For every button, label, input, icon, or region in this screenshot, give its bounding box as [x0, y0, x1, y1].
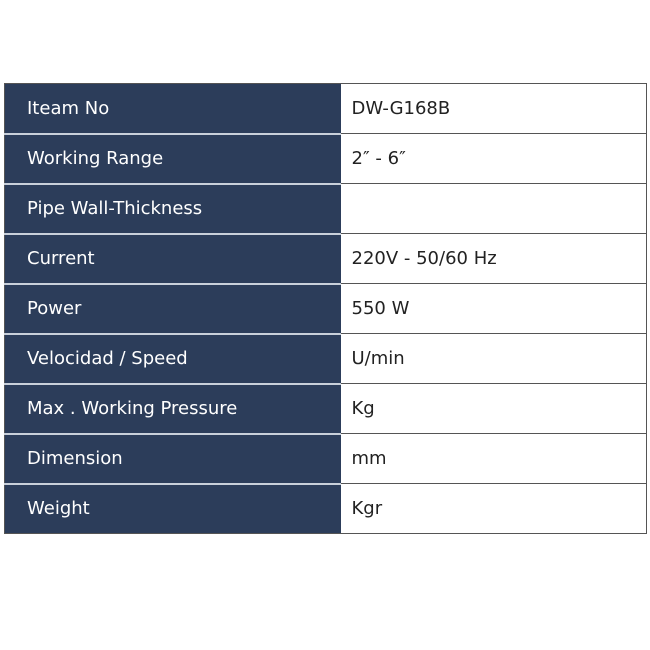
- spec-label: Max . Working Pressure: [4, 382, 341, 434]
- spec-label: Working Range: [4, 132, 341, 184]
- spec-value: Kg: [340, 383, 647, 434]
- spec-row: Power 550 W: [4, 282, 647, 334]
- spec-row: Max . Working Pressure Kg: [4, 382, 647, 434]
- spec-label: Dimension: [4, 432, 341, 484]
- spec-value: DW-G168B: [340, 83, 647, 134]
- spec-label: Velocidad / Speed: [4, 332, 341, 384]
- spec-table: Iteam No DW-G168B Working Range 2″ - 6″ Pipe…: [4, 83, 647, 534]
- spec-value: 2″ - 6″: [340, 133, 647, 184]
- spec-value: [340, 183, 647, 234]
- spec-row: Velocidad / Speed U/min: [4, 332, 647, 384]
- spec-row: Iteam No DW-G168B: [4, 83, 647, 134]
- spec-value: Kgr: [340, 483, 647, 534]
- spec-label: Current: [4, 232, 341, 284]
- spec-label: Weight: [4, 482, 341, 534]
- spec-row: Current 220V - 50/60 Hz: [4, 232, 647, 284]
- spec-label: Iteam No: [4, 83, 341, 134]
- spec-value: 220V - 50/60 Hz: [340, 233, 647, 284]
- spec-value: mm: [340, 433, 647, 484]
- spec-label: Pipe Wall-Thickness: [4, 182, 341, 234]
- spec-value: 550 W: [340, 283, 647, 334]
- spec-row: Pipe Wall-Thickness: [4, 182, 647, 234]
- spec-value: U/min: [340, 333, 647, 384]
- spec-row: Dimension mm: [4, 432, 647, 484]
- spec-label: Power: [4, 282, 341, 334]
- spec-row: Weight Kgr: [4, 482, 647, 534]
- spec-row: Working Range 2″ - 6″: [4, 132, 647, 184]
